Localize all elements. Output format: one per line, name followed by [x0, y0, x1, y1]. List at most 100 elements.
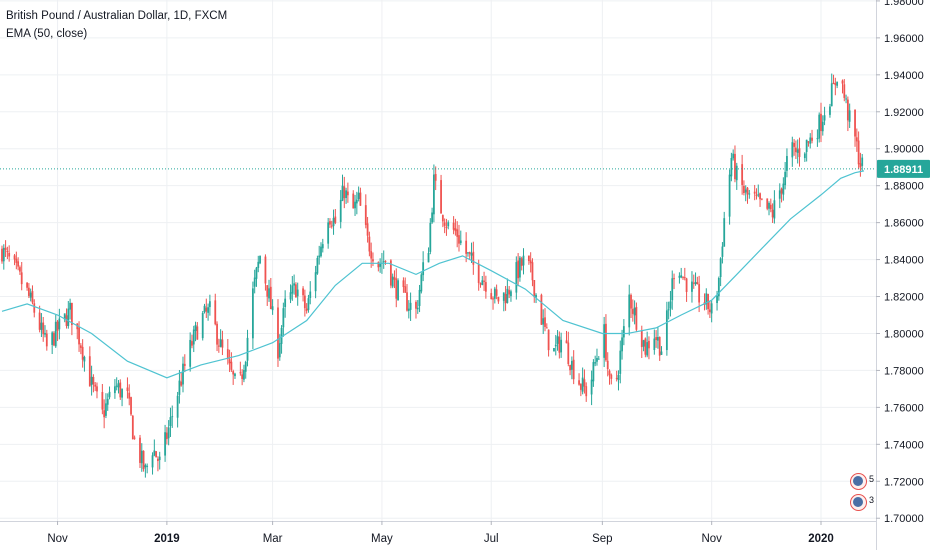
candle — [130, 396, 132, 416]
last-price-label: 1.88911 — [884, 164, 923, 176]
candle — [302, 286, 304, 302]
candle — [94, 382, 97, 392]
candle — [608, 369, 611, 385]
x-tick-label: 2019 — [154, 533, 180, 545]
candle — [454, 218, 457, 236]
event-badge-2[interactable] — [850, 494, 867, 511]
price-candles — [1, 73, 864, 478]
candle — [420, 272, 423, 294]
candle — [517, 253, 520, 287]
candle — [540, 293, 543, 326]
candle — [692, 274, 695, 289]
candle — [846, 96, 849, 132]
candle — [857, 131, 860, 169]
candle — [667, 301, 670, 320]
y-tick-label: 1.96000 — [884, 33, 924, 45]
candle — [368, 231, 371, 257]
candle — [660, 346, 663, 355]
x-tick-label: Nov — [47, 533, 68, 545]
candle — [441, 214, 444, 228]
candle — [296, 282, 299, 306]
candle — [592, 359, 595, 387]
candle — [705, 288, 708, 310]
candle — [603, 316, 606, 368]
candle — [470, 242, 473, 264]
candle — [843, 79, 846, 102]
candle — [139, 434, 141, 468]
y-tick-label: 1.80000 — [884, 328, 924, 340]
candle — [121, 388, 123, 407]
candle — [343, 176, 346, 209]
candle — [791, 136, 794, 167]
candle — [253, 269, 256, 294]
candle — [418, 284, 421, 313]
candle — [404, 277, 407, 293]
candle — [330, 220, 333, 229]
candle — [26, 282, 28, 291]
candle — [239, 361, 242, 376]
candle — [216, 321, 218, 352]
candle — [569, 364, 571, 376]
candle — [191, 334, 193, 349]
candle — [63, 313, 66, 323]
candle — [673, 273, 675, 290]
candle — [440, 174, 442, 214]
candle — [266, 285, 269, 306]
candle — [680, 267, 683, 279]
candle — [696, 276, 699, 285]
candle — [271, 299, 274, 315]
candle — [755, 188, 758, 200]
candle — [510, 289, 512, 302]
y-tick-label: 1.86000 — [884, 218, 924, 230]
candle — [88, 346, 91, 387]
candle — [795, 140, 797, 160]
candle — [101, 383, 104, 415]
candle — [644, 337, 647, 358]
candle — [167, 420, 170, 446]
y-tick-label: 1.90000 — [884, 144, 924, 156]
candle — [79, 343, 82, 355]
x-tick-label: Sep — [592, 533, 612, 545]
candle — [38, 305, 41, 333]
y-tick-label: 1.92000 — [884, 107, 924, 119]
candle — [447, 220, 450, 230]
candle — [594, 355, 597, 367]
candle — [153, 439, 156, 457]
y-tick-label: 1.82000 — [884, 292, 924, 304]
candle — [658, 336, 661, 361]
candle — [617, 370, 620, 391]
candle — [493, 286, 496, 304]
y-tick-label: 1.84000 — [884, 255, 924, 267]
candle — [707, 293, 709, 315]
candle — [544, 308, 546, 332]
globe-icon — [853, 497, 863, 507]
candle — [264, 254, 267, 291]
candle — [497, 296, 500, 304]
candle — [257, 255, 260, 273]
candle — [346, 182, 349, 203]
candle — [67, 300, 70, 329]
x-tick-label: Nov — [701, 533, 722, 545]
candle — [269, 277, 272, 310]
candle — [214, 293, 217, 326]
candle — [40, 313, 43, 337]
candle — [176, 391, 179, 428]
candle — [553, 347, 555, 352]
candle — [83, 355, 86, 372]
candle — [397, 278, 399, 301]
candle — [504, 285, 507, 311]
candle — [807, 141, 810, 147]
candle — [234, 372, 236, 379]
candle — [327, 217, 330, 249]
candle — [805, 139, 808, 162]
event-badge-1[interactable] — [850, 473, 867, 490]
candle — [743, 180, 745, 196]
candle — [821, 115, 824, 136]
candle — [730, 152, 733, 182]
candle — [407, 300, 410, 319]
candle — [219, 329, 222, 348]
candle — [183, 354, 186, 373]
candle — [241, 369, 244, 386]
x-tick-label: 2020 — [808, 533, 834, 545]
